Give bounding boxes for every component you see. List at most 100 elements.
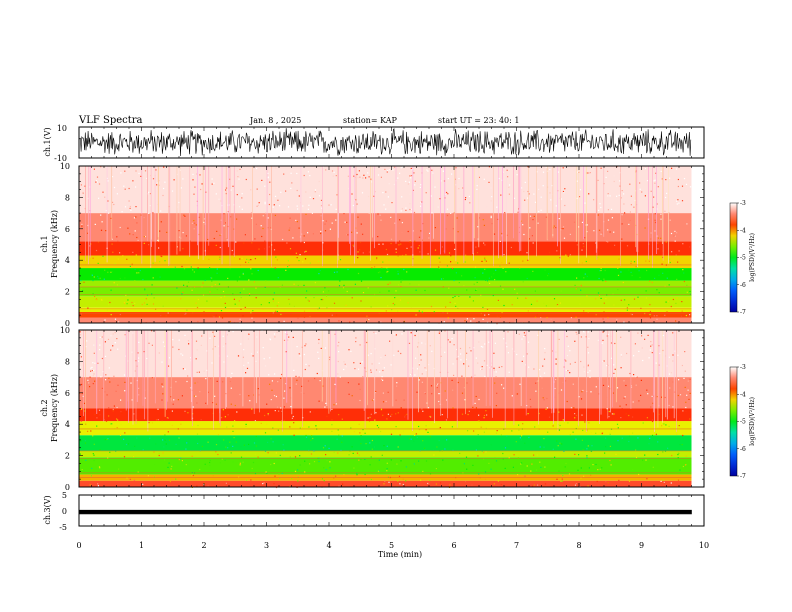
- spectrogram-speckle: [356, 203, 358, 205]
- spectrogram-speckle: [256, 205, 258, 207]
- spectrogram-speckle: [534, 426, 536, 428]
- spectrogram-speckle: [587, 364, 589, 366]
- spectrogram-speckle: [243, 288, 245, 290]
- spectrogram-speckle: [287, 206, 290, 208]
- spectrogram-speckle: [142, 449, 144, 451]
- frequency-tick-label: 0: [65, 319, 70, 328]
- spectrogram-speckle: [116, 406, 118, 409]
- spectrogram-speckle: [207, 441, 209, 443]
- spectrogram-speckle: [558, 259, 561, 261]
- spectrogram-speckle: [222, 335, 224, 337]
- spectrogram-speckle: [532, 270, 534, 272]
- spectrogram-speckle: [621, 223, 623, 225]
- spectrogram-speckle: [574, 413, 576, 415]
- spectrogram-speckle: [607, 378, 610, 380]
- spectrogram-speckle: [503, 254, 505, 256]
- spectrogram-speckle: [129, 207, 131, 209]
- spectrogram-speckle: [493, 273, 495, 275]
- spectrogram-speckle: [213, 182, 215, 184]
- spectrogram-speckle: [236, 280, 238, 282]
- spectrogram-speckle: [491, 362, 493, 364]
- spectrogram-speckle: [562, 190, 565, 193]
- spectrogram-speckle: [319, 269, 321, 272]
- spectrogram-speckle: [400, 210, 402, 212]
- spectrogram-speckle: [395, 413, 397, 415]
- spectrogram-speckle: [144, 170, 147, 172]
- spectrogram-speckle: [632, 468, 634, 471]
- spectrogram-speckle: [574, 484, 577, 486]
- spectrogram-speckle: [320, 347, 322, 349]
- spectrogram-speckle: [540, 375, 542, 377]
- spectrogram-speckle: [135, 216, 137, 218]
- spectrogram-speckle: [561, 228, 563, 230]
- spectrogram-speckle: [153, 476, 156, 478]
- spectrogram-speckle: [486, 280, 489, 282]
- spectrogram-speckle: [624, 299, 626, 301]
- spectrogram-speckle: [270, 463, 272, 466]
- spectrogram-speckle: [495, 371, 497, 373]
- spectrogram-speckle: [537, 484, 539, 486]
- spectrogram-speckle: [672, 381, 674, 383]
- spectrogram-speckle: [416, 397, 418, 399]
- spectrogram-speckle: [317, 308, 319, 310]
- spectrogram-speckle: [553, 298, 556, 300]
- spectrogram-speckle: [491, 223, 493, 225]
- spectrogram-speckle: [283, 406, 285, 408]
- spectrogram-speckle: [375, 412, 377, 414]
- spectrogram-speckle: [581, 391, 583, 393]
- spectrogram-speckle: [514, 288, 516, 290]
- spectrogram-speckle: [364, 343, 366, 345]
- spectrogram-speckle: [613, 231, 615, 233]
- spectrogram-speckle: [278, 473, 280, 475]
- spectrogram-speckle: [380, 408, 383, 410]
- spectrogram-speckle: [367, 287, 369, 289]
- spectrogram-speckle: [198, 233, 200, 236]
- spectrogram-speckle: [274, 410, 276, 412]
- spectrogram-speckle: [243, 242, 245, 244]
- spectrogram-speckle: [655, 362, 657, 364]
- spectrogram-speckle: [439, 261, 441, 263]
- spectrogram-speckle: [230, 189, 232, 191]
- spectrogram-speckle: [205, 402, 207, 404]
- spectrogram-band: [79, 241, 692, 256]
- spectrogram-speckle: [581, 249, 583, 251]
- spectrogram-speckle: [485, 260, 487, 262]
- spectrogram-speckle: [620, 367, 622, 369]
- spectrogram-speckle: [113, 405, 115, 407]
- spectrogram-speckle: [285, 190, 287, 192]
- spectrogram-speckle: [540, 317, 542, 319]
- spectrogram-speckle: [410, 177, 412, 179]
- spectrogram-speckle: [267, 452, 269, 454]
- spectrogram-speckle: [547, 186, 549, 188]
- spectrogram-speckle: [377, 213, 379, 215]
- spectrogram-speckle: [335, 219, 337, 221]
- spectrogram-speckle: [606, 408, 608, 410]
- spectrogram-speckle: [199, 391, 201, 393]
- spectrogram-speckle: [134, 252, 136, 254]
- spectrogram-speckle: [133, 456, 135, 458]
- spectrogram-speckle: [483, 224, 485, 226]
- spectrogram-speckle: [279, 205, 281, 207]
- spectrogram-speckle: [192, 406, 194, 408]
- spectrogram-speckle: [232, 293, 234, 295]
- spectrogram-speckle: [359, 432, 361, 434]
- spectrogram-speckle: [157, 203, 159, 205]
- spectrogram-speckle: [187, 340, 190, 342]
- spectrogram-speckle: [598, 393, 600, 395]
- spectrogram-speckle: [429, 435, 431, 438]
- spectrogram-speckle: [585, 336, 587, 338]
- spectrogram-speckle: [240, 343, 242, 345]
- spectrogram-speckle: [106, 438, 108, 440]
- spectrogram-speckle: [155, 308, 157, 310]
- spectrogram-speckle: [579, 189, 582, 191]
- ch1-waveform-panel: 10 -10 ch.1(V): [43, 124, 705, 163]
- spectrogram-speckle: [519, 267, 521, 269]
- spectrogram-speckle: [411, 373, 413, 375]
- spectrogram-speckle: [191, 339, 193, 341]
- spectrogram-speckle: [620, 417, 622, 419]
- spectrogram-speckle: [575, 316, 577, 318]
- spectrogram-speckle: [493, 369, 495, 371]
- spectrogram-speckle: [575, 427, 577, 430]
- spectrogram-speckle: [679, 469, 681, 471]
- spectrogram-speckle: [80, 420, 82, 422]
